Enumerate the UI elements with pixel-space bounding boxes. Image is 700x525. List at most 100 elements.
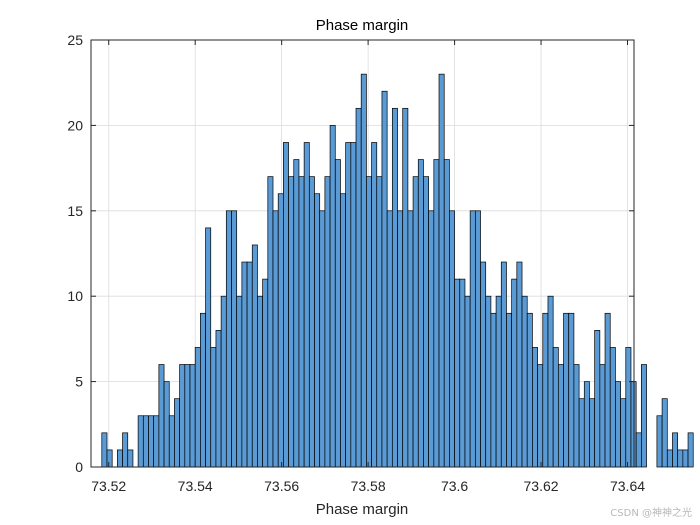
histogram-bar <box>308 176 315 468</box>
histogram-bar <box>573 364 580 468</box>
histogram-bar <box>620 398 627 468</box>
histogram-bar <box>417 159 424 468</box>
histogram-bar <box>537 364 544 468</box>
histogram-bar <box>526 312 533 468</box>
histogram-bar <box>677 449 684 468</box>
histogram-bar <box>578 398 585 468</box>
histogram-bar <box>428 210 435 468</box>
histogram-bar <box>552 347 559 468</box>
histogram-bar <box>490 312 497 468</box>
histogram-bar <box>142 415 149 468</box>
histogram-bar <box>220 295 227 468</box>
histogram-bar <box>625 347 632 468</box>
histogram-bar <box>298 176 305 468</box>
histogram-bar <box>158 364 165 468</box>
y-tick-label: 10 <box>67 288 83 304</box>
x-tick-label: 73.58 <box>351 478 386 494</box>
histogram-bar <box>594 330 601 468</box>
x-tick-labels: 73.52 73.54 73.56 73.58 73.6 73.62 73.64 <box>91 478 645 494</box>
histogram-bar <box>568 312 575 468</box>
histogram-bar <box>583 381 590 468</box>
histogram-bar <box>350 142 357 468</box>
histogram-bar <box>277 193 284 468</box>
histogram-bar <box>345 142 352 468</box>
histogram-bar <box>200 312 206 468</box>
histogram-bar <box>122 432 129 468</box>
histogram-bar <box>194 347 201 468</box>
histogram-bar <box>480 261 487 468</box>
histogram-bar <box>267 176 274 468</box>
histogram-bar <box>101 432 108 468</box>
histogram-bar <box>262 278 269 468</box>
histogram-bar <box>521 295 528 468</box>
histogram-bar <box>511 278 518 468</box>
x-tick-label: 73.62 <box>524 478 559 494</box>
histogram-bar <box>609 347 616 468</box>
histogram-bar <box>334 159 341 468</box>
histogram-bar <box>542 312 549 468</box>
y-tick-label: 0 <box>75 459 83 475</box>
histogram-bar <box>329 125 336 468</box>
watermark-text: CSDN @神神之光 <box>610 508 692 519</box>
histogram-bar <box>459 278 466 468</box>
histogram-bar <box>215 330 222 468</box>
histogram-bar <box>687 432 694 468</box>
histogram-bar <box>205 227 212 468</box>
histogram-bar <box>563 312 570 468</box>
histogram-bar <box>532 347 538 468</box>
histogram-bar <box>153 415 160 468</box>
histogram-bar <box>615 381 621 468</box>
histogram-bar <box>682 449 689 468</box>
y-tick-labels: 0 5 10 15 20 25 <box>67 32 83 475</box>
histogram-bar <box>360 73 367 468</box>
histogram-bar <box>500 261 507 468</box>
histogram-bar <box>589 398 596 468</box>
tick-marks <box>91 39 634 468</box>
histogram-bar <box>314 193 321 468</box>
histogram-bar <box>288 176 295 468</box>
histogram-bar <box>210 347 217 468</box>
histogram-bar <box>366 176 372 468</box>
histogram-bar <box>547 295 554 468</box>
histogram-bar <box>163 381 170 468</box>
histogram-bar <box>272 210 279 468</box>
histogram-bar <box>402 107 409 468</box>
histogram-bar <box>672 432 679 468</box>
histogram-bar <box>355 107 362 468</box>
histogram-bar <box>391 107 398 468</box>
histogram-bar <box>371 142 378 468</box>
histogram-bar <box>179 364 186 468</box>
histogram-bar <box>506 312 513 468</box>
x-tick-label: 73.64 <box>610 478 645 494</box>
y-tick-label: 5 <box>75 374 83 390</box>
histogram-bar <box>599 364 606 468</box>
histogram-bar <box>397 210 404 468</box>
histogram-bar <box>189 364 196 468</box>
histogram-bar <box>340 193 346 468</box>
histogram-bar <box>516 261 523 468</box>
axes-box <box>90 39 635 468</box>
histogram-bar <box>495 295 502 468</box>
histogram-bar <box>454 278 461 468</box>
histogram-bar <box>246 261 253 468</box>
histogram-bar <box>386 210 393 468</box>
y-tick-label: 15 <box>67 203 83 219</box>
histogram-bars <box>101 73 694 468</box>
histogram-bar <box>257 295 263 468</box>
histogram-bar <box>174 398 180 468</box>
axes-frame <box>90 39 635 468</box>
histogram-bar <box>423 176 429 468</box>
histogram-bar <box>438 73 445 468</box>
x-tick-label: 73.52 <box>91 478 126 494</box>
histogram-bar <box>485 295 492 468</box>
histogram-bar <box>184 364 191 468</box>
x-axis-label: Phase margin <box>316 501 409 518</box>
histogram-bar <box>293 159 300 468</box>
histogram-bar <box>106 449 113 468</box>
histogram-bar <box>604 312 611 468</box>
histogram-bar <box>557 364 564 468</box>
histogram-bar <box>469 210 476 468</box>
histogram-bar <box>231 210 238 468</box>
histogram-bar <box>666 449 673 468</box>
